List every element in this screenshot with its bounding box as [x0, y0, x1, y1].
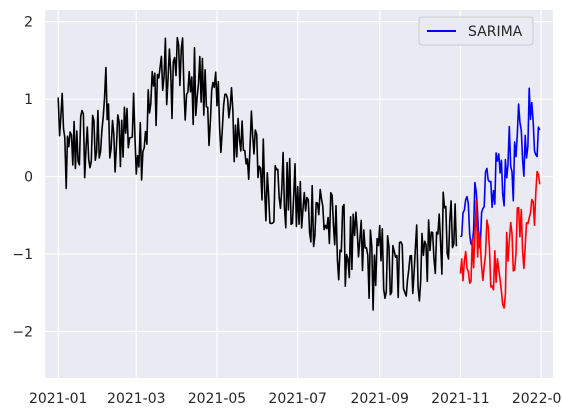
- y-tick-labels: −2 −1 0 1 2: [12, 15, 33, 341]
- x-tick-label: 2021-05: [188, 391, 247, 407]
- x-tick-label: 2021-03: [107, 391, 166, 407]
- series-line-sarima: [459, 87, 541, 250]
- x-tick-label: 2021-09: [350, 391, 409, 407]
- series-line-observed: [57, 36, 458, 311]
- x-tick-label: 2021-01: [29, 391, 88, 407]
- legend-box: [418, 16, 534, 46]
- y-tick-label: 0: [24, 170, 33, 186]
- y-tick-label: 1: [24, 92, 33, 108]
- legend: SARIMA: [418, 16, 534, 46]
- series-line-other: [459, 170, 541, 309]
- x-tick-label: 2021-07: [268, 391, 327, 407]
- legend-label-sarima: SARIMA: [468, 24, 523, 40]
- y-tick-label: 2: [24, 15, 33, 31]
- series-lines: [57, 36, 541, 311]
- x-tick-label: 2022-01: [512, 391, 562, 407]
- x-tick-label: 2021-11: [431, 391, 490, 407]
- x-tick-labels: 2021-01 2021-03 2021-05 2021-07 2021-09 2021-…: [29, 391, 562, 407]
- y-tick-label: −1: [12, 247, 33, 263]
- plot-background: [45, 10, 553, 378]
- gridlines: [45, 10, 553, 378]
- y-tick-label: −2: [12, 325, 33, 341]
